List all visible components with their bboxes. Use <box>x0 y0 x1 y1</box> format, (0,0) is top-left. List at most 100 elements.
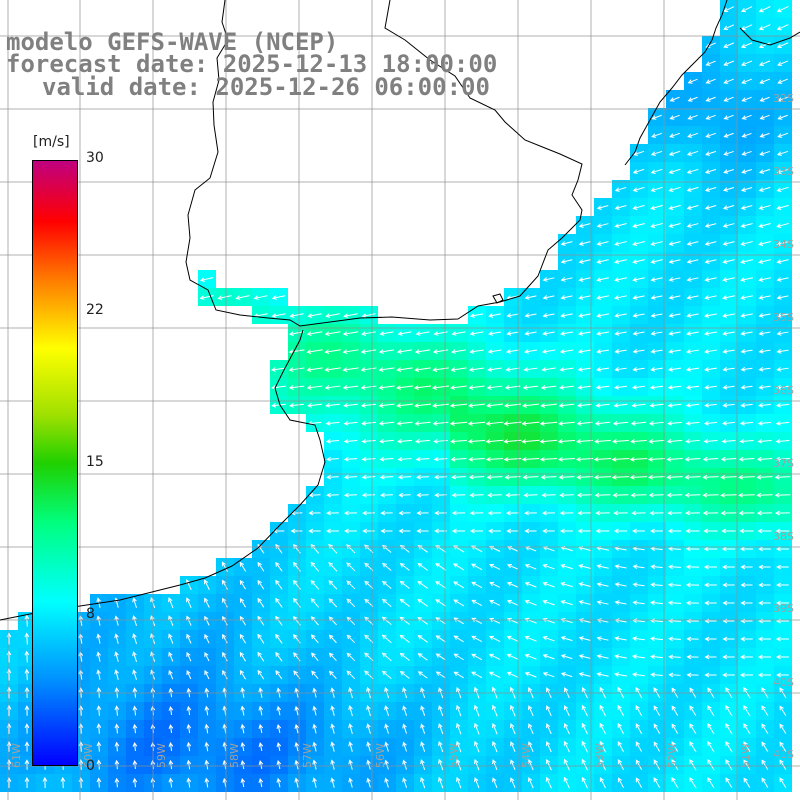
wind-arrow <box>539 456 558 462</box>
wind-arrow <box>542 510 555 516</box>
wind-arrow <box>413 385 432 390</box>
wind-arrow <box>756 474 773 480</box>
wind-arrow <box>685 438 700 444</box>
wind-arrow <box>705 96 716 102</box>
wind-arrow <box>723 168 734 174</box>
wind-arrow <box>722 420 735 426</box>
wind-arrow <box>776 384 789 390</box>
wind-arrow <box>24 759 30 770</box>
wind-arrow <box>720 510 737 516</box>
wind-arrow <box>653 777 661 789</box>
wind-arrow <box>294 777 299 788</box>
wind-arrow <box>506 635 519 642</box>
wind-arrow <box>632 277 645 282</box>
wind-arrow <box>739 438 754 444</box>
wind-arrow <box>396 385 413 390</box>
wind-arrow <box>614 600 627 605</box>
wind-arrow <box>542 672 555 678</box>
wind-arrow <box>723 150 734 156</box>
wind-arrow <box>397 474 412 480</box>
wind-arrow <box>379 438 394 444</box>
wind-arrow <box>168 651 174 662</box>
wind-arrow <box>775 438 790 444</box>
wind-arrow <box>399 562 410 571</box>
wind-arrow <box>276 742 282 751</box>
latitude-labels: 32S 33S 34S 35S 36S 37S 38S 39S 40S 41S <box>773 92 794 761</box>
wind-arrow <box>24 614 30 627</box>
wind-arrow <box>342 367 359 372</box>
wind-arrow <box>759 78 770 84</box>
wind-arrow <box>725 741 733 753</box>
wind-arrow <box>630 439 647 444</box>
wind-arrow <box>777 132 789 138</box>
wind-arrow <box>632 150 645 156</box>
wind-arrow <box>222 651 228 662</box>
wind-arrow <box>487 492 502 498</box>
wind-arrow <box>258 723 264 734</box>
wind-arrow <box>758 277 771 282</box>
wind-arrow <box>650 367 663 372</box>
wind-arrow <box>469 492 484 498</box>
wind-arrow <box>294 705 300 716</box>
wind-arrow <box>204 705 210 716</box>
wind-arrow <box>343 456 358 462</box>
wind-arrow <box>542 599 555 606</box>
wind-arrow <box>378 385 395 390</box>
wind-arrow <box>310 597 320 608</box>
wind-arrow <box>632 385 646 390</box>
wind-arrow <box>593 456 612 462</box>
wind-arrow <box>560 599 573 606</box>
wind-arrow <box>275 561 283 572</box>
wind-arrow <box>186 705 192 716</box>
wind-arrow <box>740 241 753 246</box>
wind-arrow <box>488 331 502 336</box>
wind-arrow <box>671 741 679 753</box>
wind-arrow <box>704 223 717 228</box>
wind-arrow <box>686 186 699 192</box>
wind-arrow <box>379 474 394 480</box>
wind-arrow <box>524 528 537 534</box>
wind-arrow <box>417 635 428 643</box>
wind-arrow <box>758 168 771 174</box>
wind-arrow <box>348 759 353 770</box>
wind-arrow <box>632 168 645 174</box>
wind-arrow <box>258 705 264 716</box>
wind-arrow <box>581 776 589 789</box>
wind-arrow <box>96 723 102 734</box>
wind-arrow <box>577 331 592 336</box>
wind-arrow <box>204 741 210 752</box>
wind-arrow <box>288 367 305 372</box>
wind-arrow <box>432 403 449 408</box>
wind-arrow <box>384 759 389 770</box>
wind-arrow <box>596 672 609 677</box>
wind-arrow <box>596 295 609 300</box>
wind-arrow <box>168 724 174 733</box>
wind-arrow <box>362 528 375 534</box>
wind-arrow <box>360 403 377 408</box>
wind-arrow <box>635 705 643 717</box>
wind-arrow <box>668 349 681 354</box>
wind-arrow <box>414 403 431 408</box>
wind-arrow <box>596 349 609 354</box>
wind-arrow <box>186 651 192 662</box>
wind-arrow <box>506 617 519 624</box>
wind-arrow <box>346 652 356 662</box>
wind-arrow <box>417 671 428 679</box>
wind-arrow <box>581 722 589 735</box>
wind-arrow <box>774 492 791 498</box>
wind-arrow <box>761 759 769 770</box>
wind-arrow <box>204 615 210 626</box>
wind-arrow <box>420 705 426 716</box>
longitude-label: 60W <box>82 743 95 768</box>
wind-arrow <box>722 241 735 246</box>
wind-arrow <box>275 615 283 626</box>
wind-arrow <box>24 741 30 752</box>
wind-arrow <box>361 456 376 462</box>
wind-arrow <box>399 598 410 607</box>
wind-arrow <box>343 403 358 408</box>
wind-arrow <box>420 759 426 771</box>
wind-arrow <box>360 385 377 390</box>
wind-arrow <box>435 581 447 589</box>
wind-arrow <box>560 563 573 570</box>
wind-arrow <box>725 777 733 789</box>
